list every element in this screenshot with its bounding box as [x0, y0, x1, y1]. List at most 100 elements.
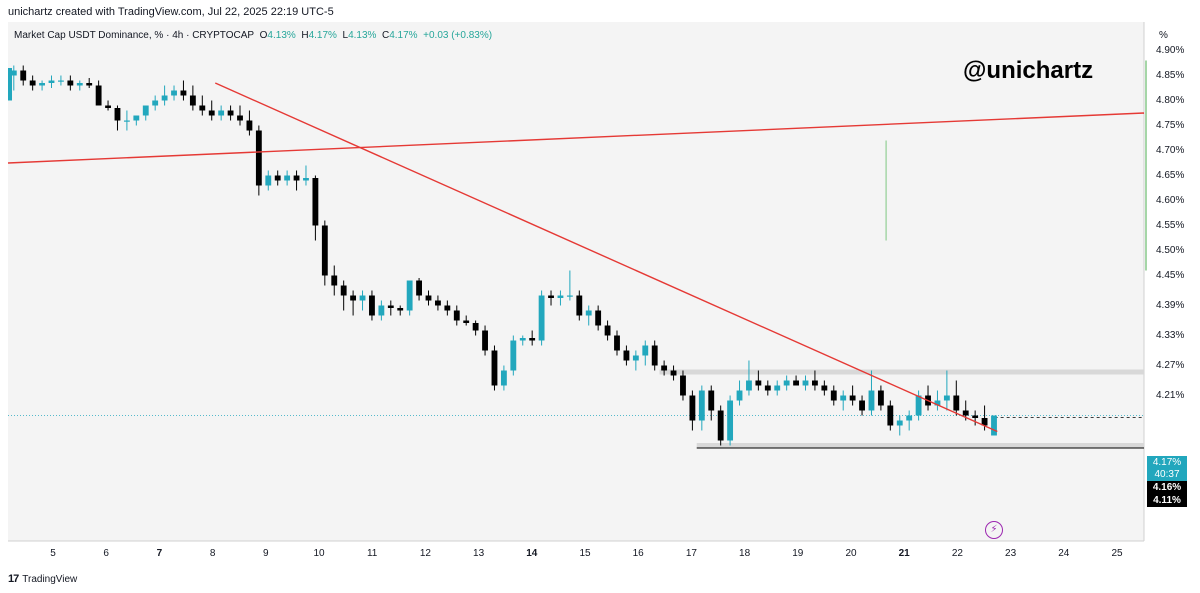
x-tick-label: 6	[103, 548, 109, 559]
candle-body	[623, 350, 630, 361]
y-tick-label: 4.85%	[1156, 69, 1185, 81]
candle-body	[595, 310, 602, 326]
candle-body	[123, 120, 130, 122]
candle-body	[369, 295, 375, 316]
legend-open-label: O	[259, 30, 268, 41]
lightning-icon[interactable]: ⚡	[985, 521, 1003, 539]
y-tick-label: 4.70%	[1156, 144, 1185, 156]
candle-body	[519, 338, 526, 341]
left-edge-candle	[8, 68, 12, 101]
x-tick-label: 20	[845, 548, 857, 559]
candle-body	[105, 105, 111, 108]
x-tick-label: 16	[632, 548, 644, 559]
candle-body	[246, 120, 253, 131]
candle-body	[755, 380, 762, 386]
candle-body	[698, 390, 705, 421]
candle-body	[849, 395, 856, 401]
candle-body	[953, 395, 960, 411]
candle-body	[802, 380, 809, 386]
x-tick-label: 12	[419, 548, 431, 559]
legend-close-label: C	[381, 30, 390, 41]
y-tick-label: 4.39%	[1156, 299, 1185, 311]
candle-body	[915, 395, 922, 416]
candle-body	[877, 390, 884, 406]
x-tick-label: 23	[1005, 548, 1017, 559]
candle-body	[548, 295, 554, 298]
candle-body	[812, 380, 818, 386]
x-tick-label: 18	[739, 548, 751, 559]
price-tag: 4.11%	[1147, 494, 1187, 507]
legend-symbol: Market Cap USDT Dominance, % · 4h · CRYP…	[14, 30, 255, 41]
candle-body	[510, 340, 517, 371]
candle-body	[67, 80, 74, 86]
candle-body	[868, 390, 875, 411]
candle-body	[934, 400, 941, 406]
candle-body	[538, 295, 545, 341]
candle-body	[651, 345, 658, 366]
candle-body	[274, 175, 281, 181]
rising-trendline	[7, 112, 1145, 164]
candle-body	[237, 115, 243, 121]
candle-body	[29, 80, 36, 86]
candle-body	[152, 100, 159, 106]
candle-body	[208, 110, 215, 116]
candle-body	[670, 370, 677, 376]
candle-body	[340, 285, 347, 296]
candle-body	[482, 330, 488, 351]
candle-body	[453, 310, 460, 321]
y-tick-label: 4.33%	[1156, 329, 1185, 341]
x-tick-label: 9	[263, 548, 269, 559]
candle-body	[463, 320, 470, 323]
legend-close-value: 4.17%	[389, 30, 418, 41]
resistance-zone	[659, 369, 1144, 375]
candle-body	[491, 350, 498, 386]
candle-body	[500, 370, 507, 386]
candle-body	[774, 385, 781, 391]
candle-body	[991, 415, 997, 436]
candle-body	[981, 418, 988, 426]
candle-body	[255, 130, 262, 186]
tradingview-footer[interactable]: 17 TradingView	[8, 573, 77, 585]
tradingview-logo-icon: 17	[8, 573, 19, 585]
legend-open-value: 4.13%	[267, 30, 296, 41]
candle-body	[142, 105, 149, 116]
candle-body	[227, 110, 234, 116]
candle-body	[218, 110, 225, 116]
tradingview-brand: TradingView	[22, 573, 78, 585]
candle-body	[529, 338, 536, 341]
candle-body	[58, 80, 64, 82]
price-tag: 40:37	[1147, 468, 1187, 481]
candle-body	[161, 95, 168, 101]
legend-change: +0.03 (+0.83%)	[423, 30, 493, 41]
y-tick-label: 4.75%	[1156, 119, 1185, 131]
x-tick-label: 14	[526, 548, 538, 559]
y-tick-label: 4.65%	[1156, 169, 1185, 181]
candle-body	[472, 323, 479, 331]
candle-body	[632, 355, 639, 361]
candle-body	[830, 390, 837, 401]
chart-credit: unichartz created with TradingView.com, …	[8, 6, 334, 18]
legend-high-value: 4.17%	[308, 30, 337, 41]
candle-body	[180, 90, 187, 96]
price-tag: 4.16%	[1147, 481, 1187, 494]
candle-body	[727, 400, 734, 441]
candle-body	[359, 295, 366, 301]
legend-low-label: L	[342, 30, 349, 41]
candle-body	[397, 308, 404, 311]
x-tick-label: 13	[473, 548, 485, 559]
legend-low-value: 4.13%	[348, 30, 377, 41]
candle-body	[642, 345, 649, 356]
candle-body	[435, 300, 441, 306]
candle-body	[171, 90, 177, 96]
plot-area[interactable]	[8, 22, 1144, 541]
candle-body	[76, 83, 83, 86]
candle-body	[585, 310, 592, 316]
candle-body	[20, 70, 27, 81]
x-tick-label: 11	[366, 548, 378, 559]
x-tick-label: 22	[951, 548, 963, 559]
candle-body	[331, 275, 338, 286]
candle-body	[444, 305, 451, 311]
candle-body	[312, 178, 319, 226]
candle-body	[661, 365, 668, 371]
